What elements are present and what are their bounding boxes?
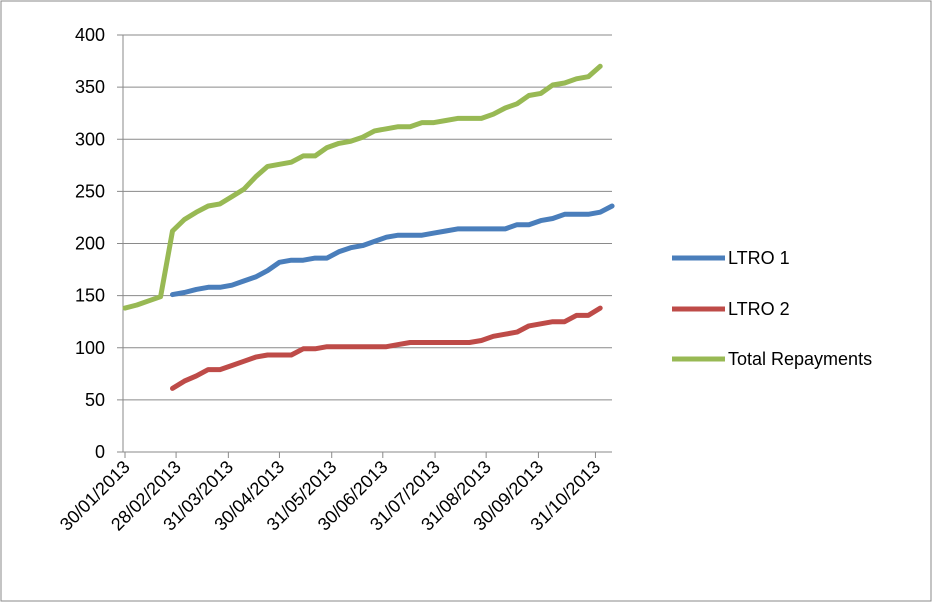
y-tick-label: 250 — [75, 181, 105, 201]
y-tick-label: 150 — [75, 286, 105, 306]
y-tick-label: 100 — [75, 338, 105, 358]
series-line-ltro-2 — [170, 305, 603, 391]
axes — [117, 34, 612, 458]
y-tick-label: 350 — [75, 77, 105, 97]
y-tick-label: 50 — [85, 390, 105, 410]
legend-label: Total Repayments — [728, 349, 872, 369]
gridlines — [123, 34, 612, 401]
y-tick-label: 300 — [75, 129, 105, 149]
series-line-ltro-1 — [170, 203, 615, 298]
y-tick-labels: 0 50 100 150 200 250 300 350 400 — [75, 25, 105, 462]
legend-label: LTRO 2 — [728, 299, 790, 319]
legend: LTRO 1 LTRO 2 Total Repayments — [672, 248, 872, 369]
series-line-total-repayments — [122, 63, 603, 311]
y-tick-label: 200 — [75, 234, 105, 254]
y-tick-label: 0 — [95, 442, 105, 462]
legend-label: LTRO 1 — [728, 248, 790, 268]
series-lines — [122, 63, 615, 391]
y-tick-label: 400 — [75, 25, 105, 45]
